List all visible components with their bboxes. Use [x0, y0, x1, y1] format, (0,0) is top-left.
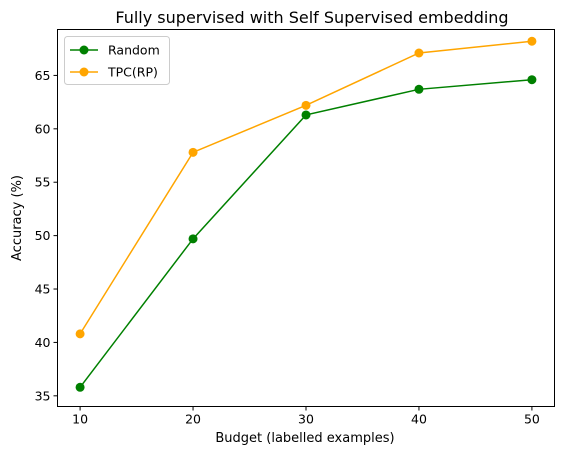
y-tick-label: 50: [35, 228, 51, 243]
legend-marker-0: [79, 45, 89, 55]
y-tick-label: 60: [35, 121, 51, 136]
plot-frame: [57, 29, 555, 407]
y-tick-label: 40: [35, 335, 51, 350]
x-axis-ticks: 10 20 30 40 50: [72, 406, 540, 427]
legend-marker-1: [79, 67, 89, 77]
legend: Random TPC(RP): [64, 36, 170, 85]
data-point-1-1: [188, 147, 198, 157]
data-point-1-3: [414, 48, 424, 58]
x-tick-label: 10: [72, 412, 88, 427]
data-point-0-1: [188, 234, 198, 244]
data-point-0-0: [75, 382, 85, 392]
data-point-0-3: [414, 84, 424, 94]
data-point-0-2: [301, 110, 311, 120]
y-tick-label: 65: [35, 68, 51, 83]
data-point-1-4: [527, 36, 537, 46]
legend-label-0: Random: [108, 43, 160, 58]
x-tick-label: 40: [411, 412, 427, 427]
series-layer: [75, 36, 537, 392]
y-axis-ticks: 35 40 45 50 55 60 65: [35, 68, 58, 403]
y-axis-label: Accuracy (%): [10, 175, 25, 261]
data-point-1-2: [301, 100, 311, 110]
x-axis-label: Budget (labelled examples): [215, 431, 394, 446]
chart-title: Fully supervised with Self Supervised em…: [115, 8, 508, 27]
series-line-0: [79, 78, 532, 388]
y-tick-label: 45: [35, 282, 51, 297]
y-tick-label: 35: [35, 388, 51, 403]
x-tick-label: 50: [524, 412, 540, 427]
data-point-0-4: [527, 75, 537, 85]
y-tick-label: 55: [35, 175, 51, 190]
x-tick-label: 30: [298, 412, 314, 427]
x-tick-label: 20: [185, 412, 201, 427]
data-point-1-0: [75, 329, 85, 339]
legend-label-1: TPC(RP): [107, 65, 158, 80]
